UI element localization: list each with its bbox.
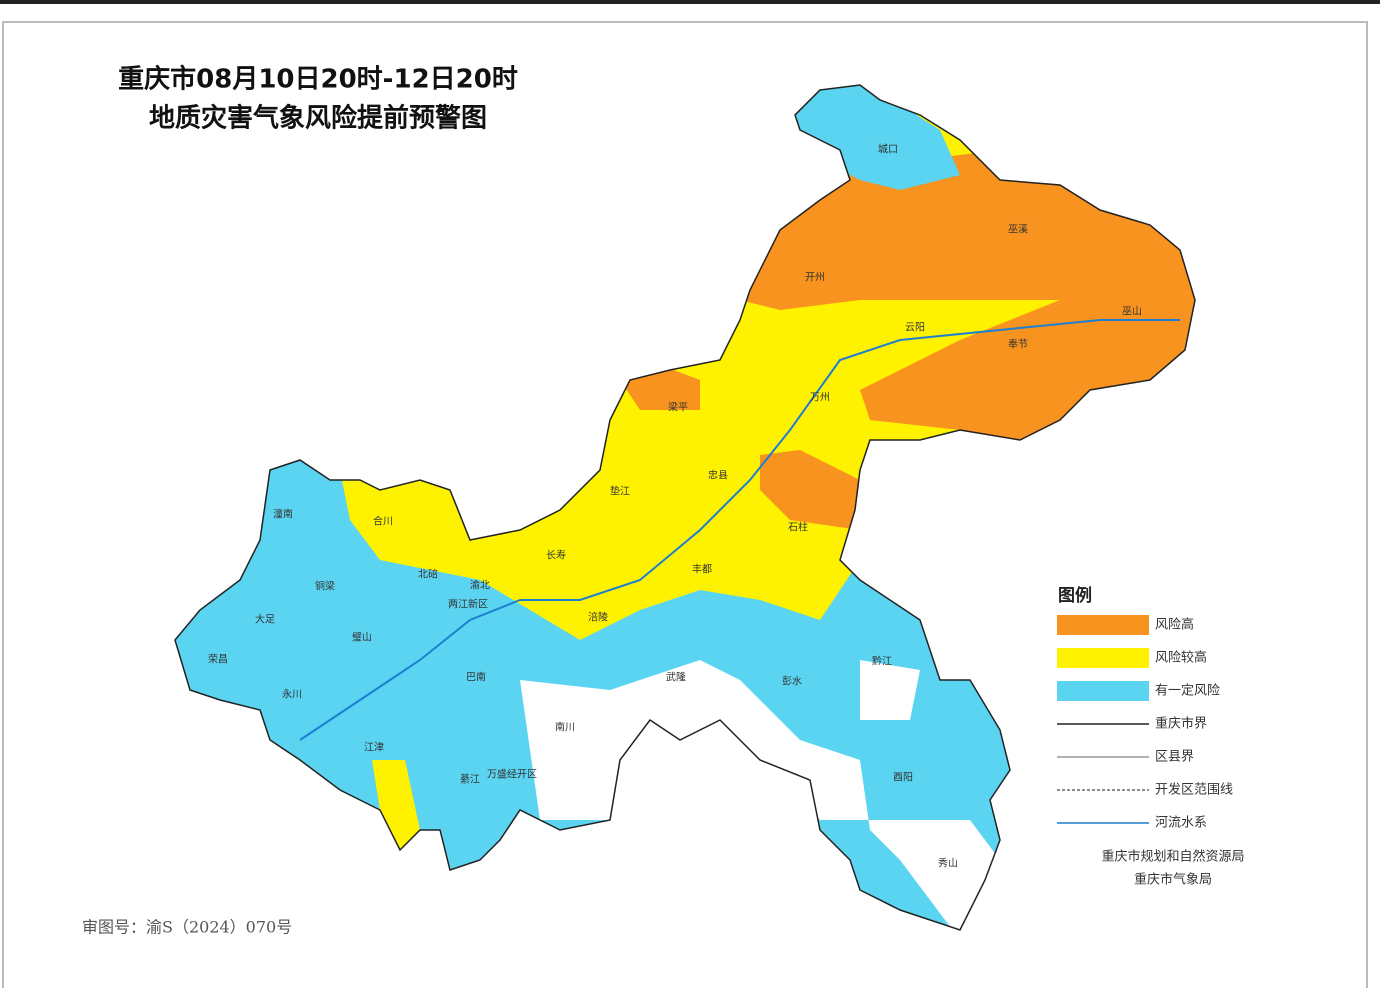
- district-label: 涪陵: [588, 611, 608, 624]
- district-label: 万州: [810, 392, 830, 404]
- district-label: 彭水: [782, 675, 802, 688]
- district-label: 丰都: [692, 563, 712, 576]
- district-label: 黔江: [872, 655, 892, 668]
- legend-swatch: [1057, 648, 1149, 668]
- legend-label: 区县界: [1155, 750, 1194, 765]
- district-label: 武隆: [666, 671, 686, 684]
- district-label: 綦江: [460, 773, 480, 786]
- district-label: 永川: [282, 688, 302, 701]
- risk-area: [760, 450, 860, 530]
- risk-area: [740, 150, 1195, 450]
- district-label: 石柱: [788, 521, 808, 534]
- legend-label: 风险高: [1155, 617, 1194, 633]
- white-area: [860, 660, 920, 720]
- legend-label: 河流水系: [1155, 816, 1207, 831]
- district-label: 巫山: [1122, 306, 1142, 318]
- district-label: 巴南: [466, 671, 486, 684]
- white-area: [520, 660, 1000, 930]
- district-label: 秀山: [938, 858, 958, 870]
- legend-label: 重庆市界: [1155, 716, 1207, 732]
- district-label: 渝北: [470, 579, 490, 592]
- top-bar: [0, 0, 1380, 4]
- district-label: 万盛经开区: [487, 768, 537, 781]
- district-label: 酉阳: [893, 772, 913, 784]
- district-label: 奉节: [1008, 338, 1028, 351]
- district-label: 两江新区: [448, 598, 488, 611]
- district-label: 铜梁: [315, 580, 335, 593]
- legend-swatch: [1057, 615, 1149, 635]
- credit: 重庆市气象局: [1134, 872, 1212, 888]
- title-line: 地质灾害气象风险提前预警图: [149, 103, 487, 134]
- district-label: 忠县: [708, 470, 728, 482]
- district-label: 江津: [364, 742, 384, 754]
- district-label: 南川: [555, 721, 575, 734]
- district-label: 合川: [373, 515, 393, 528]
- district-label: 城口: [878, 144, 898, 156]
- district-label: 长寿: [546, 549, 566, 562]
- credit: 重庆市规划和自然资源局: [1101, 849, 1244, 865]
- district-label: 大足: [255, 613, 275, 626]
- title-line: 重庆市08月10日20时-12日20时: [118, 64, 518, 95]
- legend-label: 风险较高: [1155, 650, 1207, 666]
- district-label: 荣昌: [208, 654, 228, 666]
- legend-label: 有一定风险: [1155, 684, 1220, 699]
- district-label: 梁平: [668, 401, 688, 414]
- district-label: 璧山: [352, 631, 372, 644]
- district-label: 云阳: [905, 322, 925, 334]
- district-label: 北碚: [418, 568, 438, 581]
- district-label: 开州: [805, 272, 825, 284]
- legend-title: 图例: [1058, 585, 1092, 606]
- river: [299, 319, 1180, 741]
- legend-label: 开发区范围线: [1155, 782, 1233, 798]
- legend-swatch: [1057, 681, 1149, 701]
- district-label: 潼南: [273, 508, 293, 521]
- risk-area: [372, 760, 420, 850]
- review-number: 审图号：渝S（2024）070号: [82, 918, 292, 937]
- district-label: 巫溪: [1008, 224, 1028, 236]
- district-label: 垫江: [610, 485, 630, 498]
